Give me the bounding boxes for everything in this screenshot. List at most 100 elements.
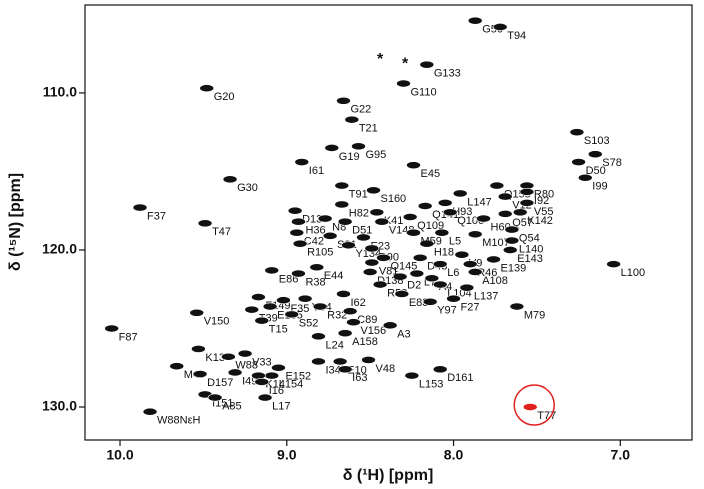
peak-label: L154 — [279, 379, 303, 391]
peak — [394, 290, 410, 298]
peak-label: K142 — [527, 215, 553, 227]
peak — [324, 144, 340, 152]
peak — [446, 294, 461, 303]
y-tick-label: 130.0 — [42, 398, 77, 414]
peak — [454, 250, 470, 259]
peak-label: V81 — [379, 265, 399, 277]
peak-label: E152 — [285, 371, 311, 383]
peak — [476, 214, 491, 223]
peak-label: L6 — [447, 267, 459, 279]
peak — [264, 266, 280, 275]
peak — [292, 239, 308, 248]
peak-label: W88NεH — [157, 415, 200, 427]
peak — [337, 365, 353, 374]
peak-label: I63 — [352, 372, 367, 384]
peak — [404, 371, 420, 380]
peak — [497, 209, 513, 218]
peak-label: R38 — [305, 276, 325, 288]
peak — [322, 231, 338, 240]
peak-label: H82 — [349, 207, 369, 219]
peak — [424, 274, 440, 283]
x-tick-label: 10.0 — [106, 447, 133, 463]
peak-label: E45 — [421, 168, 441, 180]
peak — [132, 203, 148, 212]
y-tick-label: 110.0 — [43, 84, 77, 100]
peak-label: R46 — [477, 267, 497, 279]
peak-label: G30 — [237, 182, 258, 194]
peak-label: Q57 — [512, 217, 533, 229]
peak — [437, 198, 453, 207]
peak — [504, 236, 520, 245]
peak-label: Q54 — [519, 232, 540, 244]
peak — [519, 198, 535, 207]
peak-label: V48 — [375, 363, 395, 375]
peak-label: K14 — [265, 379, 285, 391]
peak-label: I62 — [350, 297, 365, 309]
peak — [432, 280, 448, 289]
peak-label: V156 — [360, 325, 386, 337]
annotation: * — [402, 56, 409, 73]
peak — [336, 96, 351, 105]
peak — [289, 228, 305, 237]
peak-label: F27 — [461, 302, 480, 314]
x-tick-label: 8.0 — [444, 447, 464, 463]
peak-label: A108 — [482, 275, 508, 287]
peak — [294, 158, 310, 166]
peak — [356, 233, 371, 242]
peak-label: T77 — [537, 410, 556, 422]
peak — [509, 302, 525, 311]
peak-label: W88 — [235, 360, 258, 372]
peak — [606, 260, 621, 269]
peak — [334, 200, 350, 209]
peak — [361, 356, 376, 364]
peak — [332, 357, 348, 366]
y-tick-label: 120.0 — [42, 241, 77, 257]
peak-label: H18 — [434, 247, 454, 259]
peak — [522, 403, 538, 411]
peak-label: I34 — [325, 364, 340, 376]
peak-label: I92 — [534, 195, 549, 207]
peak — [502, 246, 518, 254]
peak-label: I16 — [269, 385, 284, 397]
x-axis-label: δ (¹H) [ppm] — [343, 467, 434, 484]
peak — [442, 208, 458, 217]
peak-label: I99 — [592, 181, 607, 193]
peak — [257, 393, 273, 402]
peak — [382, 321, 398, 330]
peak-label: A3 — [397, 328, 410, 340]
peak-label: L5 — [449, 236, 461, 248]
peak-label: Y97 — [437, 305, 457, 317]
peak — [337, 329, 353, 338]
peak — [311, 332, 326, 341]
peak — [486, 255, 501, 264]
peak — [432, 365, 448, 374]
peak-label: M107 — [482, 237, 510, 249]
peak — [392, 272, 408, 281]
peak-label: L100 — [621, 267, 645, 279]
peak-label: E83 — [409, 297, 429, 309]
peak-label: L137 — [474, 291, 498, 303]
peak — [197, 219, 213, 228]
peak — [419, 60, 435, 69]
peak — [452, 189, 468, 198]
peak — [104, 324, 119, 333]
peak-label: E44 — [324, 270, 344, 282]
peak — [222, 175, 238, 184]
peak-label: T15 — [269, 324, 288, 336]
highlight-circle — [513, 384, 555, 426]
peak — [519, 187, 535, 196]
peak-label: L140 — [519, 243, 543, 255]
peak-label: G22 — [350, 104, 371, 116]
peak-label: K13 — [205, 352, 225, 364]
peak — [271, 363, 286, 372]
peak — [434, 228, 450, 237]
peak — [284, 310, 300, 319]
peak — [432, 260, 448, 269]
peak — [199, 84, 215, 93]
peak — [142, 407, 158, 416]
peak-label: S103 — [584, 135, 610, 147]
peak-label: I61 — [309, 165, 324, 177]
peak — [334, 181, 350, 190]
peak — [374, 217, 390, 226]
peak — [396, 79, 411, 88]
